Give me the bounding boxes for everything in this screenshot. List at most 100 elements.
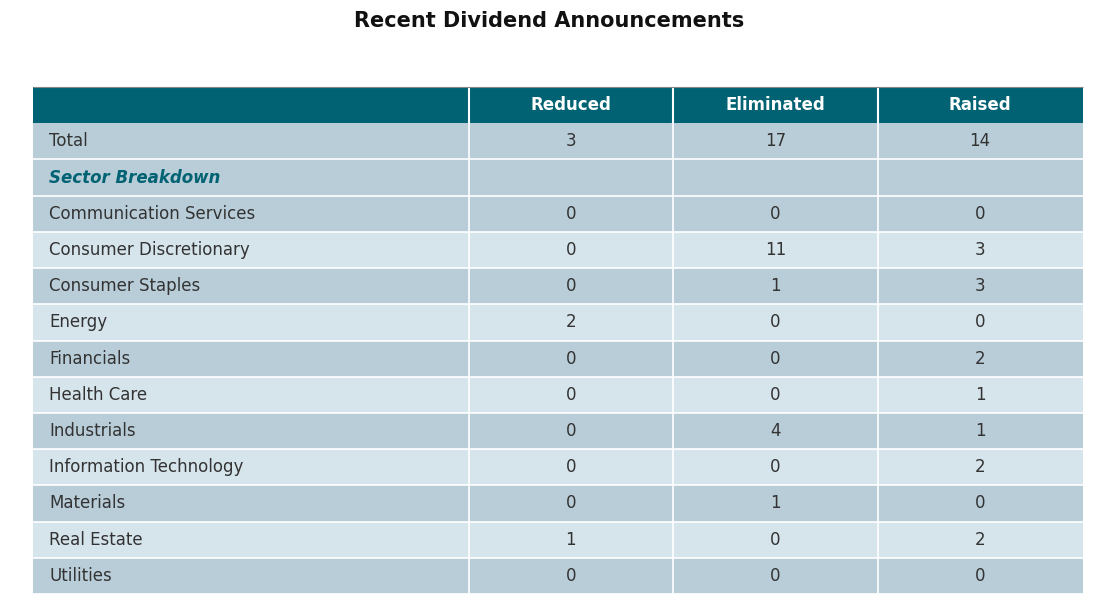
Bar <box>468 268 674 304</box>
Bar <box>878 558 1083 594</box>
Bar <box>674 160 878 196</box>
Text: 0: 0 <box>566 422 576 440</box>
Bar <box>674 521 878 558</box>
Bar <box>878 340 1083 377</box>
Bar <box>468 232 674 268</box>
Bar <box>33 449 468 485</box>
Text: Industrials: Industrials <box>49 422 136 440</box>
Text: 2: 2 <box>975 530 986 548</box>
Bar <box>33 123 468 160</box>
Text: 1: 1 <box>770 277 780 295</box>
Bar <box>33 268 468 304</box>
Text: Energy: Energy <box>49 313 108 331</box>
Text: 1: 1 <box>975 386 986 404</box>
Text: 0: 0 <box>770 386 780 404</box>
Bar <box>878 87 1083 123</box>
Bar <box>468 449 674 485</box>
Bar <box>674 304 878 340</box>
Bar <box>468 304 674 340</box>
Bar <box>33 304 468 340</box>
Text: Eliminated: Eliminated <box>725 96 825 114</box>
Text: 0: 0 <box>566 205 576 223</box>
Bar <box>674 413 878 449</box>
Bar <box>878 304 1083 340</box>
Bar <box>674 485 878 521</box>
Bar <box>33 413 468 449</box>
Bar <box>878 449 1083 485</box>
Text: 1: 1 <box>566 530 576 548</box>
Bar <box>674 123 878 160</box>
Bar <box>33 160 468 196</box>
Text: 1: 1 <box>975 422 986 440</box>
Bar <box>468 521 674 558</box>
Bar <box>33 521 468 558</box>
Text: Communication Services: Communication Services <box>49 205 256 223</box>
Text: 0: 0 <box>566 567 576 585</box>
Text: Raised: Raised <box>948 96 1011 114</box>
Text: 0: 0 <box>770 313 780 331</box>
Text: Information Technology: Information Technology <box>49 458 244 476</box>
Text: 0: 0 <box>975 205 986 223</box>
Text: Health Care: Health Care <box>49 386 147 404</box>
Bar <box>674 340 878 377</box>
Bar <box>468 123 674 160</box>
Text: 3: 3 <box>566 133 576 151</box>
Text: 0: 0 <box>566 241 576 259</box>
Text: 2: 2 <box>975 458 986 476</box>
Text: 0: 0 <box>975 567 986 585</box>
Bar <box>878 123 1083 160</box>
Bar <box>878 196 1083 232</box>
Text: Reduced: Reduced <box>531 96 611 114</box>
Bar <box>468 558 674 594</box>
Bar <box>674 196 878 232</box>
Text: 3: 3 <box>975 277 986 295</box>
Bar <box>674 449 878 485</box>
Bar <box>33 485 468 521</box>
Text: 0: 0 <box>566 458 576 476</box>
Text: 0: 0 <box>566 386 576 404</box>
Text: 0: 0 <box>566 277 576 295</box>
Text: 0: 0 <box>770 205 780 223</box>
Bar <box>878 521 1083 558</box>
Bar <box>468 196 674 232</box>
Text: Materials: Materials <box>49 494 125 512</box>
Bar <box>468 485 674 521</box>
Text: 14: 14 <box>969 133 990 151</box>
Bar <box>674 232 878 268</box>
Text: 2: 2 <box>975 350 986 368</box>
Text: Utilities: Utilities <box>49 567 112 585</box>
Bar <box>33 377 468 413</box>
Bar <box>674 558 878 594</box>
Bar <box>878 377 1083 413</box>
Text: 0: 0 <box>770 350 780 368</box>
Text: Real Estate: Real Estate <box>49 530 143 548</box>
Text: 11: 11 <box>765 241 786 259</box>
Bar <box>878 413 1083 449</box>
Bar <box>674 268 878 304</box>
Bar <box>674 87 878 123</box>
Bar <box>674 377 878 413</box>
Text: 1: 1 <box>770 494 780 512</box>
Text: 0: 0 <box>770 458 780 476</box>
Text: Total: Total <box>49 133 88 151</box>
Text: Recent Dividend Announcements: Recent Dividend Announcements <box>354 11 745 31</box>
Text: 0: 0 <box>975 494 986 512</box>
Bar <box>33 558 468 594</box>
Text: Consumer Discretionary: Consumer Discretionary <box>49 241 251 259</box>
Text: 17: 17 <box>765 133 786 151</box>
Text: Financials: Financials <box>49 350 131 368</box>
Bar <box>468 340 674 377</box>
Text: Sector Breakdown: Sector Breakdown <box>49 169 221 187</box>
Text: 3: 3 <box>975 241 986 259</box>
Text: 0: 0 <box>566 350 576 368</box>
Bar <box>878 268 1083 304</box>
Bar <box>33 340 468 377</box>
Bar <box>468 87 674 123</box>
Text: 0: 0 <box>770 530 780 548</box>
Text: 0: 0 <box>975 313 986 331</box>
Text: 0: 0 <box>566 494 576 512</box>
Bar <box>468 377 674 413</box>
Bar <box>468 160 674 196</box>
Bar <box>878 232 1083 268</box>
Text: 2: 2 <box>566 313 576 331</box>
